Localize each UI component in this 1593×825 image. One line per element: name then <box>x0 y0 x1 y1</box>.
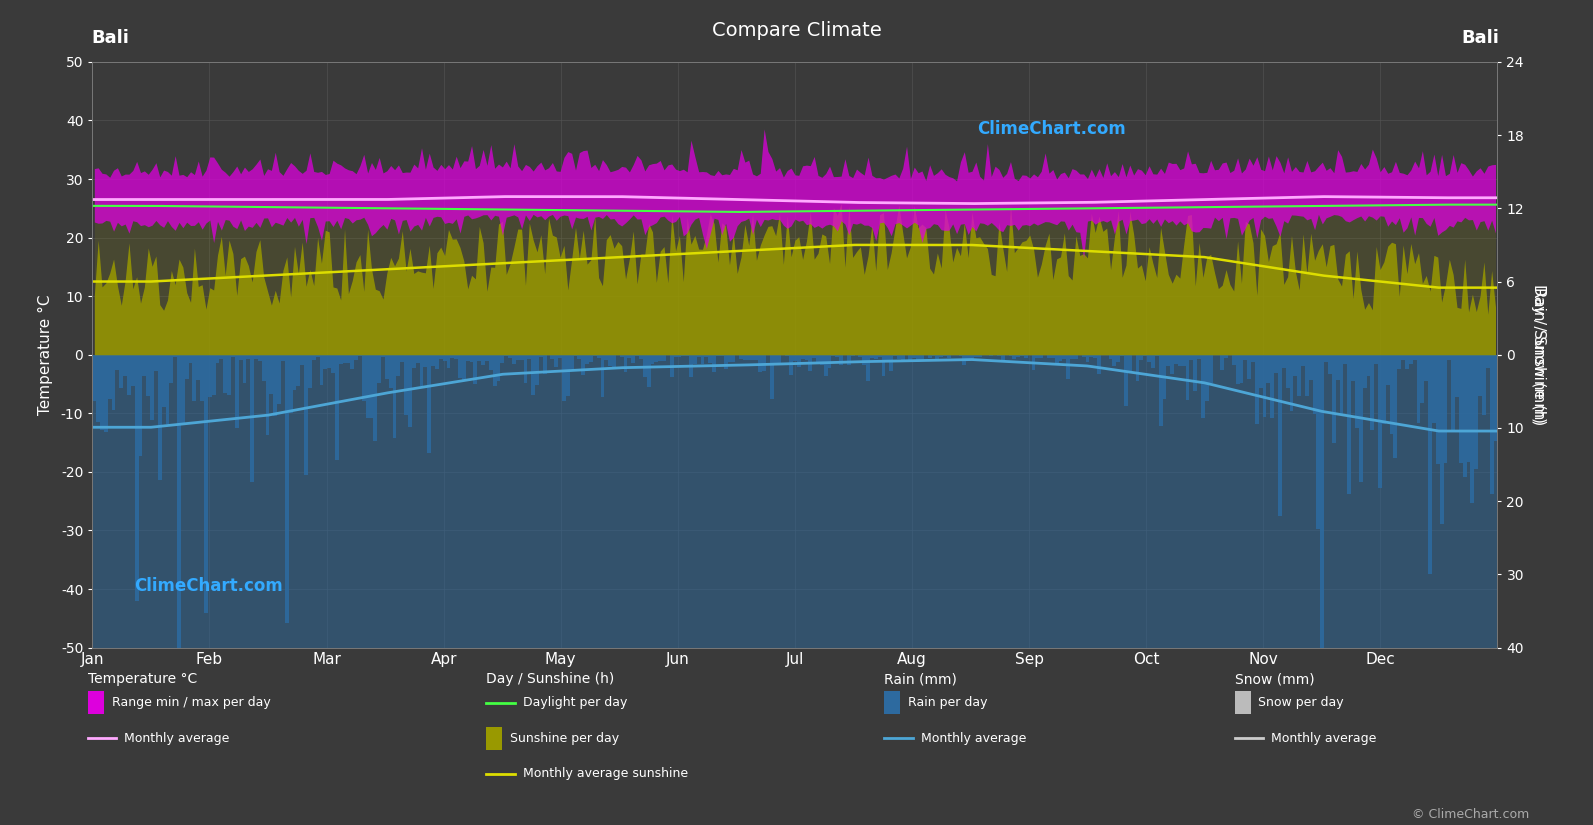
Y-axis label: Rain / Snow (mm): Rain / Snow (mm) <box>1531 287 1547 422</box>
Text: Rain (mm): Rain (mm) <box>884 672 957 686</box>
Text: ClimeChart.com: ClimeChart.com <box>134 578 284 596</box>
Text: Daylight per day: Daylight per day <box>523 696 628 710</box>
Text: Snow per day: Snow per day <box>1258 696 1344 710</box>
Text: Temperature °C: Temperature °C <box>88 672 198 686</box>
Text: Bali: Bali <box>1461 29 1499 47</box>
Text: Range min / max per day: Range min / max per day <box>112 696 271 710</box>
Text: Monthly average: Monthly average <box>124 732 229 745</box>
Y-axis label: Day / Sunshine (h): Day / Sunshine (h) <box>1531 284 1547 426</box>
Text: ClimeChart.com: ClimeChart.com <box>978 120 1126 139</box>
Text: Monthly average sunshine: Monthly average sunshine <box>523 767 688 780</box>
Text: © ClimeChart.com: © ClimeChart.com <box>1411 808 1529 821</box>
Text: Snow (mm): Snow (mm) <box>1235 672 1314 686</box>
Text: Rain per day: Rain per day <box>908 696 988 710</box>
Text: Bali: Bali <box>91 29 129 47</box>
Text: Monthly average: Monthly average <box>1271 732 1376 745</box>
Text: Compare Climate: Compare Climate <box>712 21 881 40</box>
Text: Monthly average: Monthly average <box>921 732 1026 745</box>
Text: Sunshine per day: Sunshine per day <box>510 732 620 745</box>
Text: #33aaff: #33aaff <box>978 120 1051 139</box>
Text: Day / Sunshine (h): Day / Sunshine (h) <box>486 672 615 686</box>
Y-axis label: Temperature °C: Temperature °C <box>38 295 53 415</box>
